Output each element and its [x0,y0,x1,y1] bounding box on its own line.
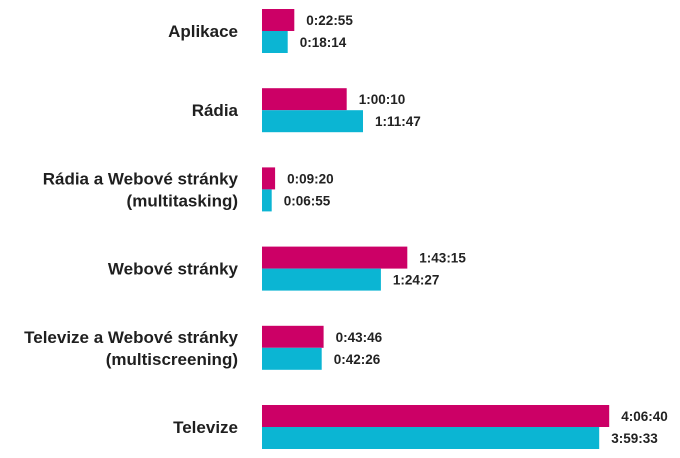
category-label-1: Rádia [192,101,239,120]
bar-s2-0 [262,31,288,53]
category-label-4-line1: Televize a Webové stránky [24,328,238,347]
value-label-s1-3: 1:43:15 [419,251,466,266]
value-label-s2-2: 0:06:55 [284,193,331,208]
bar-s1-5 [262,405,610,427]
category-label-0: Aplikace [168,22,238,41]
bar-s1-0 [262,9,295,31]
category-label-2-line2: (multitasking) [127,191,238,210]
value-label-s2-3: 1:24:27 [393,273,440,288]
bar-s2-4 [262,347,322,370]
bar-s2-2 [262,189,272,212]
bars-group [262,9,610,449]
value-label-s2-0: 0:18:14 [300,35,347,50]
value-label-s1-4: 0:43:46 [336,330,383,345]
value-label-s1-1: 1:00:10 [359,92,406,107]
bar-s1-1 [262,88,347,111]
bar-s2-3 [262,268,381,291]
category-label-5: Televize [173,418,238,437]
value-label-s1-0: 0:22:55 [306,13,353,28]
category-label-2-line1: Rádia a Webové stránky [43,169,239,188]
bar-s1-2 [262,167,276,190]
value-label-s1-2: 0:09:20 [287,171,334,186]
bar-s1-4 [262,325,324,348]
bar-s1-3 [262,246,408,269]
value-label-s2-4: 0:42:26 [334,352,381,367]
value-label-s2-5: 3:59:33 [611,431,658,446]
value-label-s1-5: 4:06:40 [621,409,668,424]
value-label-s2-1: 1:11:47 [375,114,421,129]
category-label-4-line2: (multiscreening) [106,350,238,369]
bar-s2-5 [262,427,600,449]
bar-s2-1 [262,110,363,133]
category-labels: Aplikace Rádia Rádia a Webové stránky (mult… [24,22,238,437]
category-label-3: Webové stránky [108,260,239,279]
value-labels: 0:22:55 0:18:14 1:00:10 1:11:47 0:09:20 0:06:… [284,13,668,446]
